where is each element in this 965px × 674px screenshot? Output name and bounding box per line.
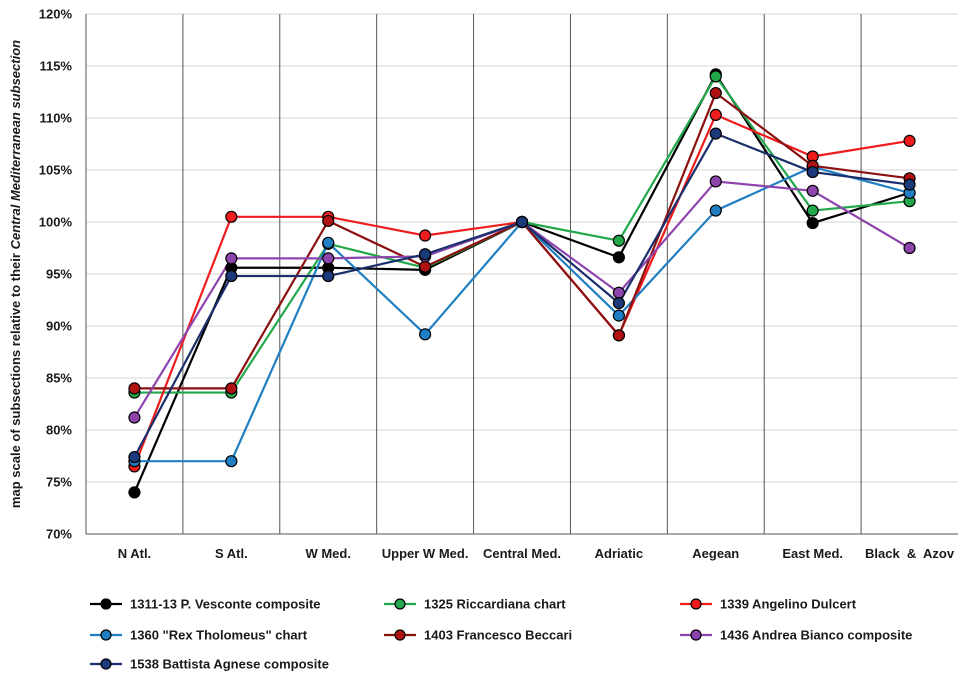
data-point	[903, 178, 916, 191]
legend-item: 1360 "Rex Tholomeus" chart	[90, 628, 308, 643]
series-line	[133, 113, 910, 467]
x-tick-label: Aegean	[692, 546, 739, 561]
data-point	[612, 309, 625, 322]
legend-item: 1311-13 P. Vesconte composite	[90, 597, 321, 612]
legend-label: 1360 "Rex Tholomeus" chart	[130, 628, 308, 643]
y-tick-label: 110%	[39, 111, 72, 126]
data-point	[806, 184, 819, 197]
data-point	[612, 297, 625, 310]
y-axis-label-group: map scale of subsections relative to the…	[8, 40, 23, 508]
y-tick-label: 75%	[46, 475, 72, 490]
data-point	[225, 382, 238, 395]
series-markers	[128, 68, 916, 499]
y-tick-label: 80%	[46, 423, 72, 438]
data-point	[709, 204, 722, 217]
data-point	[709, 86, 722, 100]
legend-item: 1339 Angelino Dulcert	[680, 597, 857, 612]
data-point	[419, 248, 432, 261]
data-point	[709, 70, 722, 83]
legend-label: 1311-13 P. Vesconte composite	[130, 597, 321, 612]
x-tick-label: N Atl.	[118, 546, 151, 561]
x-tick-label: S Atl.	[215, 546, 248, 561]
y-tick-label: 120%	[39, 7, 73, 22]
legend-label: 1403 Francesco Beccari	[424, 628, 572, 643]
data-point	[709, 127, 722, 140]
legend-item: 1436 Andrea Bianco composite	[680, 628, 912, 643]
data-point	[612, 286, 625, 299]
series-line	[134, 165, 910, 463]
data-point	[128, 450, 141, 464]
y-tick-label: 105%	[39, 163, 73, 178]
y-tick-label: 115%	[39, 59, 72, 74]
data-point	[419, 260, 432, 273]
data-point	[225, 252, 238, 265]
data-point	[419, 229, 432, 242]
legend-swatch-marker	[100, 629, 112, 641]
data-point	[709, 108, 722, 121]
y-axis-label: map scale of subsections relative to the…	[8, 40, 23, 508]
series-line	[134, 75, 910, 394]
data-point	[322, 214, 335, 228]
data-point	[709, 175, 722, 188]
data-point	[806, 165, 819, 179]
legend-swatch-marker	[394, 629, 406, 641]
data-point	[225, 269, 238, 283]
data-point	[806, 204, 819, 217]
y-tick-label: 70%	[46, 527, 72, 542]
x-tick-label: W Med.	[305, 546, 351, 561]
data-point	[515, 215, 529, 229]
axes: 70% 75% 80% 85% 90% 95% 100% 105% 110% 115% 120% N …	[39, 7, 958, 561]
y-tick-label: 100%	[39, 215, 73, 230]
data-point	[612, 234, 625, 247]
series-line	[134, 91, 910, 390]
legend-swatch-marker	[690, 598, 702, 610]
data-point	[225, 210, 238, 223]
legend-item: 1325 Riccardiana chart	[384, 597, 566, 612]
x-tick-label: Black & Azov	[865, 546, 955, 561]
data-point	[128, 382, 141, 395]
grid	[86, 13, 958, 535]
legend-label: 1538 Battista Agnese composite	[130, 657, 329, 672]
data-point	[612, 251, 625, 264]
data-point	[903, 134, 916, 147]
legend-swatch-marker	[100, 658, 112, 670]
legend: 1311-13 P. Vesconte composite 1325 Riccar…	[90, 597, 912, 672]
x-tick-label: Upper W Med.	[382, 546, 469, 561]
legend-swatch-marker	[690, 629, 702, 641]
y-axis-label-part: map scale of subsections relative to the…	[8, 249, 23, 508]
x-tick-label: Central Med.	[483, 546, 561, 561]
x-tick-label: East Med.	[782, 546, 843, 561]
legend-item: 1403 Francesco Beccari	[384, 628, 572, 643]
y-tick-label: 85%	[46, 371, 72, 386]
y-axis-label-part: Central Mediterranean subsection	[8, 40, 23, 250]
data-point	[612, 329, 625, 342]
legend-swatch-marker	[100, 598, 112, 610]
data-point	[322, 269, 335, 283]
data-point	[128, 486, 141, 499]
legend-label: 1325 Riccardiana chart	[424, 597, 566, 612]
y-tick-label: 95%	[46, 267, 72, 282]
data-point	[322, 236, 335, 249]
data-point	[322, 252, 335, 265]
data-point	[128, 411, 141, 424]
legend-item: 1538 Battista Agnese composite	[90, 657, 329, 672]
data-point	[806, 216, 819, 230]
y-tick-label: 90%	[46, 319, 72, 334]
data-point	[903, 241, 916, 255]
data-point	[225, 455, 238, 468]
legend-label: 1436 Andrea Bianco composite	[720, 628, 912, 643]
legend-swatch-marker	[394, 598, 406, 610]
x-tick-label: Adriatic	[595, 546, 643, 561]
data-point	[419, 328, 432, 341]
legend-label: 1339 Angelino Dulcert	[720, 597, 857, 612]
